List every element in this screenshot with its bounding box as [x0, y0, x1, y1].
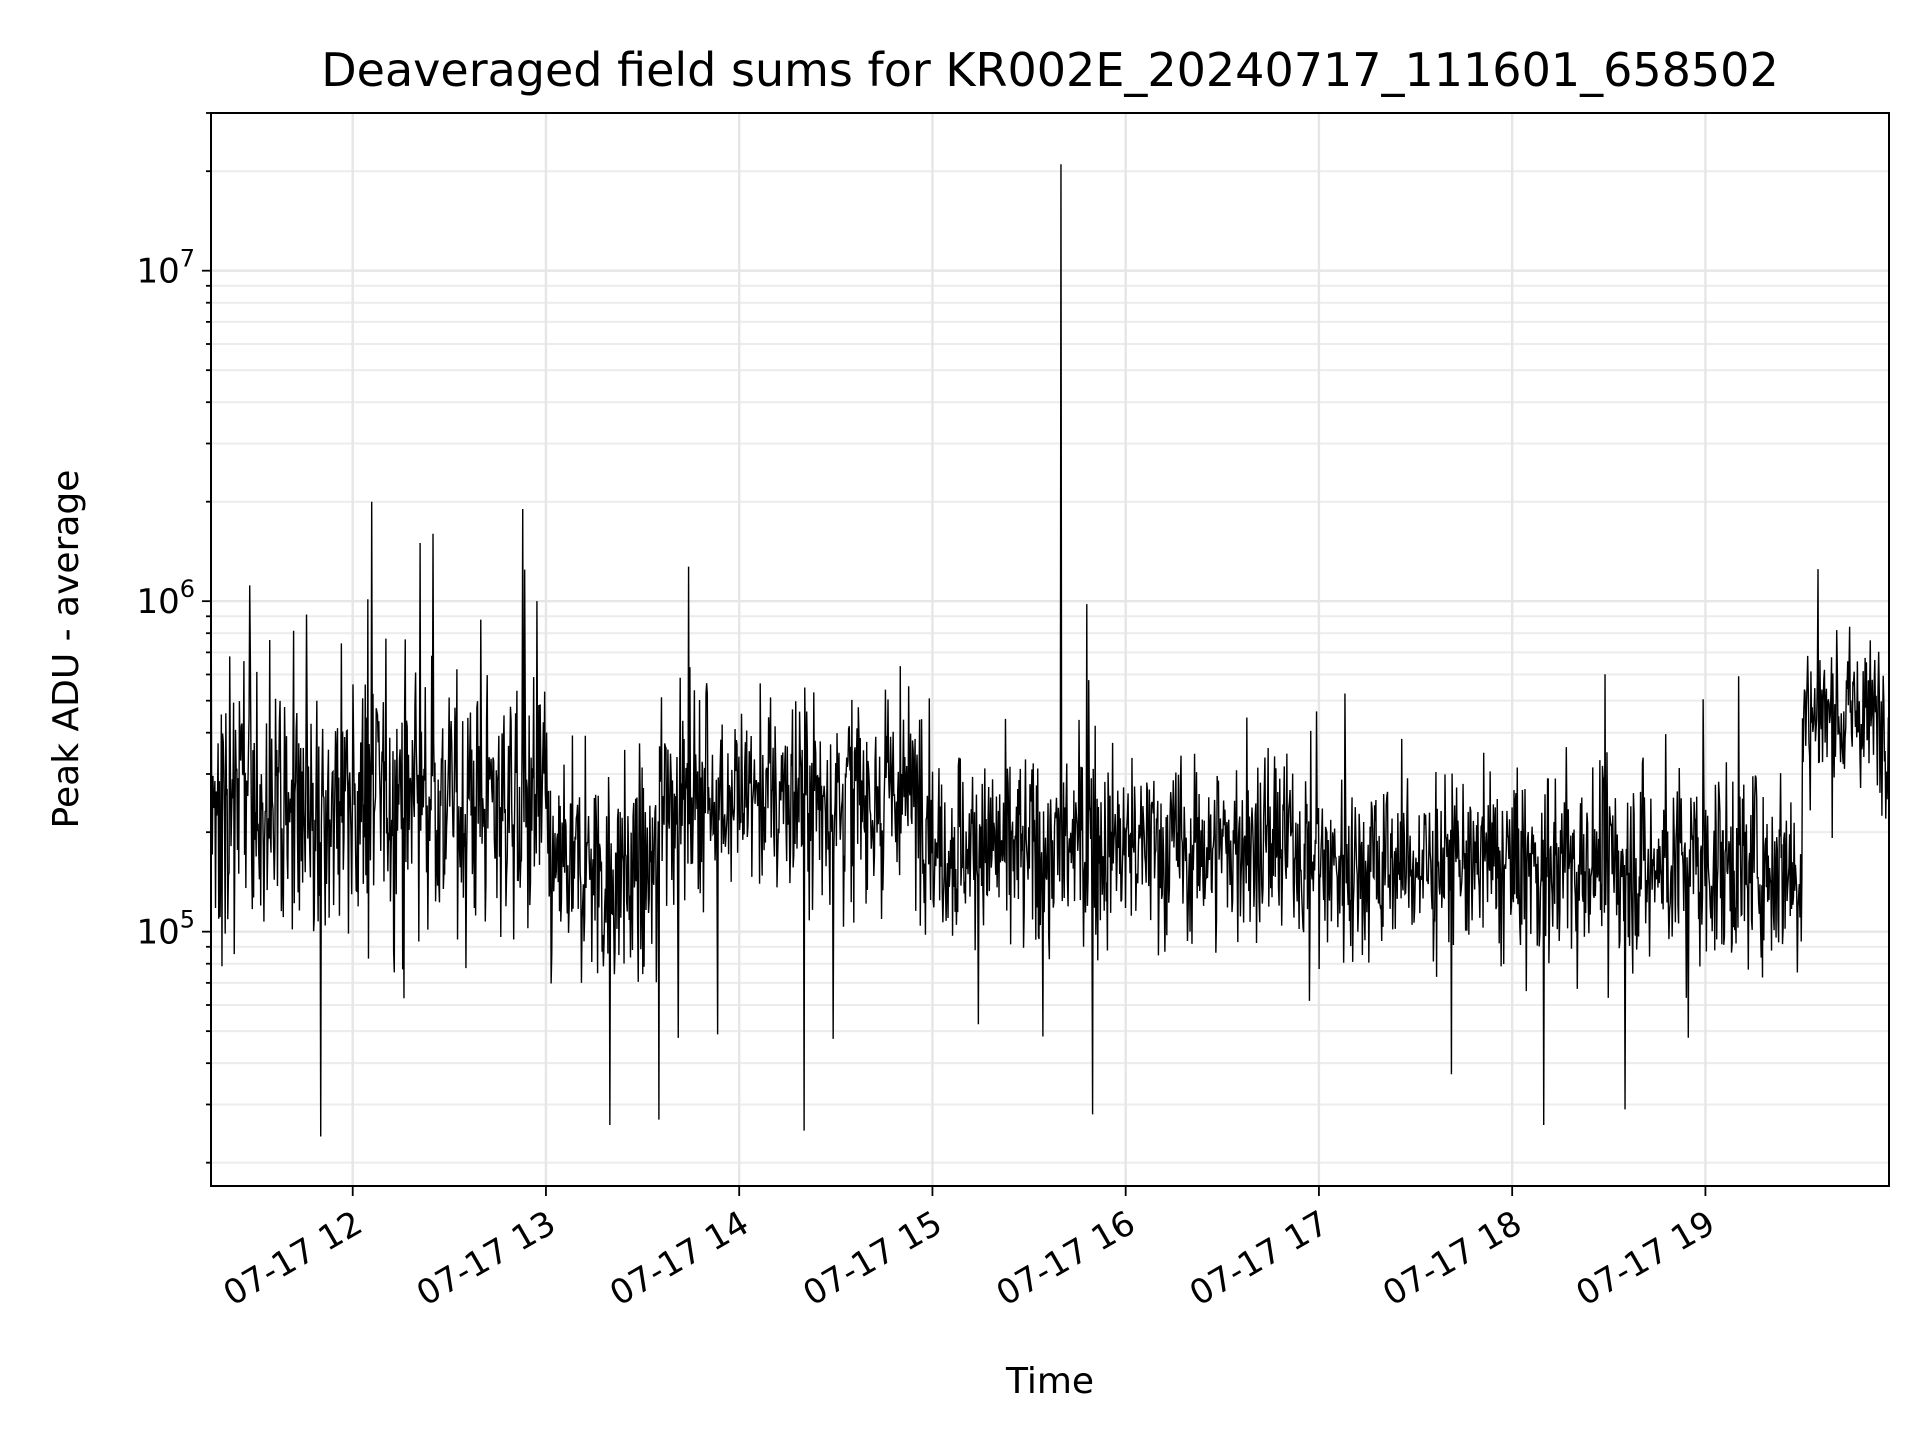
x-tick-label: 07-17 18 — [1376, 1203, 1528, 1314]
grid — [211, 112, 1889, 1186]
series-area — [210, 164, 1890, 1137]
x-tick-label: 07-17 19 — [1570, 1203, 1722, 1314]
x-tick-label: 07-17 13 — [410, 1203, 562, 1314]
x-tick-label: 07-17 14 — [603, 1203, 755, 1314]
axis-ticks — [202, 112, 1707, 1196]
x-tick-label: 07-17 17 — [1183, 1203, 1335, 1314]
chart-title: Deaveraged field sums for KR002E_2024071… — [321, 43, 1778, 97]
x-tick-label: 07-17 12 — [217, 1203, 369, 1314]
x-tick-label: 07-17 16 — [990, 1203, 1142, 1314]
y-tick-label: 106 — [136, 575, 195, 622]
x-axis-label: Time — [1005, 1361, 1094, 1402]
series-line — [210, 164, 1890, 1137]
plot-frame — [210, 112, 1890, 1187]
y-tick-label: 105 — [136, 906, 195, 953]
y-axis-label: Peak ADU - average — [46, 470, 87, 829]
y-tick-label: 107 — [136, 245, 195, 292]
x-tick-label: 07-17 15 — [797, 1203, 949, 1314]
